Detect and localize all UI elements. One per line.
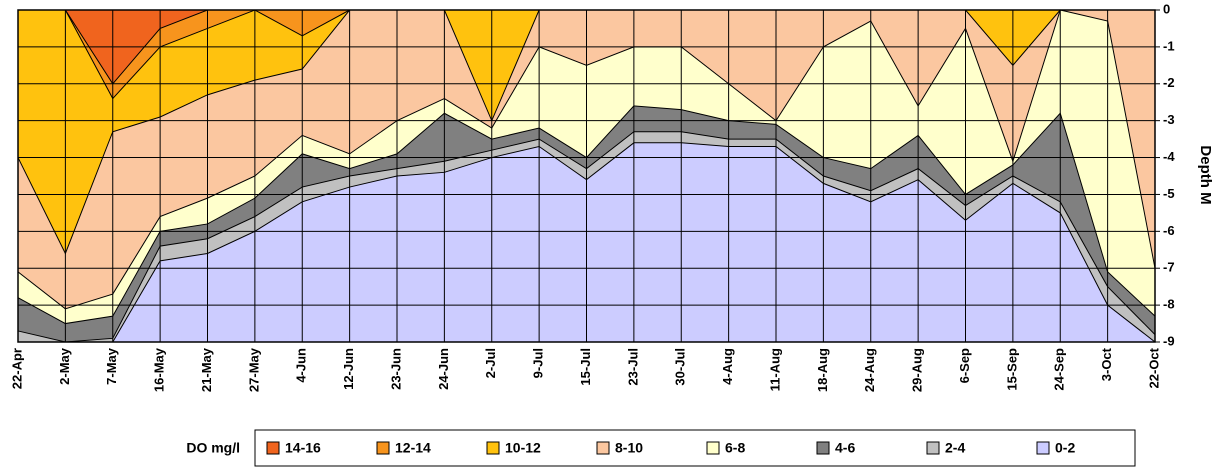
x-tick-label: 16-May [152,347,167,392]
y-tick-label: -9 [1163,333,1175,348]
x-tick-label: 15-Sep [1004,348,1019,391]
x-tick-label: 21-May [199,347,214,392]
plot-frame [17,9,1156,343]
y-tick-label: -8 [1163,297,1175,312]
legend-swatch [706,441,720,455]
legend-swatch [926,441,940,455]
legend-label: 12-14 [395,440,431,456]
legend-label: 0-2 [1055,440,1075,456]
legend-box [254,429,1136,467]
y-tick-label: -2 [1163,75,1175,90]
grid [17,9,1156,343]
legend-swatch [486,441,500,455]
band-fill [18,10,1155,84]
y-tick-label: -3 [1163,112,1175,127]
legend-label: 14-16 [285,440,321,456]
legend-title: DO mg/l [186,440,240,456]
y-tick-label: -7 [1163,260,1175,275]
y-tick-label: 0 [1163,1,1170,16]
legend-swatch [596,441,610,455]
x-tick-label: 27-May [246,347,261,392]
x-tick-label: 23-Jul [625,348,640,386]
legend-swatch [1036,441,1050,455]
x-tick-label: 11-Aug [767,348,782,391]
legend-label: 8-10 [615,440,643,456]
x-tick-label: 18-Aug [815,348,830,392]
y-axis-label: Depth M [1197,145,1214,204]
x-tick-label: 29-Aug [910,348,925,392]
y-tick-label: -4 [1163,149,1175,164]
x-tick-label: 24-Aug [862,348,877,392]
x-tick-label: 30-Jul [673,348,688,386]
x-tick-label: 9-Jul [531,348,546,378]
x-tick-label: 6-Sep [957,348,972,383]
x-tick-label: 7-May [104,347,119,385]
x-tick-label: 4-Jun [294,348,309,383]
x-tick-label: 22-Apr [9,348,24,389]
y-tick-label: -6 [1163,223,1175,238]
legend-label: 6-8 [725,440,745,456]
legend-label: 4-6 [835,440,855,456]
x-tick-label: 2-May [57,347,72,385]
x-tick-label: 24-Sep [1052,348,1067,391]
legend-swatch [816,441,830,455]
x-tick-label: 22-Oct [1146,347,1161,388]
labels: 0 -1 -2 -3 -4 -5 -6 -7 -8 -9 22-Apr 2-May 7-May 16-Ma… [9,1,1175,392]
x-tick-label: 2-Jul [483,348,498,378]
y-tick-label: -1 [1163,38,1175,53]
x-tick-label: 15-Jul [578,348,593,386]
legend: 14-16 12-14 10-12 8-10 6-8 4-6 2-4 0-2 [266,440,1075,456]
x-tick-label: 4-Aug [720,348,735,385]
legend-label: 10-12 [505,440,541,456]
legend-label: 2-4 [945,440,965,456]
x-tick-label: 24-Jun [436,348,451,390]
legend-swatch [266,441,280,455]
x-tick-label: 23-Jun [388,348,403,390]
x-tick-label: 3-Oct [1099,347,1114,381]
y-tick-label: -5 [1163,186,1175,201]
x-tick-label: 12-Jun [341,348,356,390]
legend-swatch [376,441,390,455]
